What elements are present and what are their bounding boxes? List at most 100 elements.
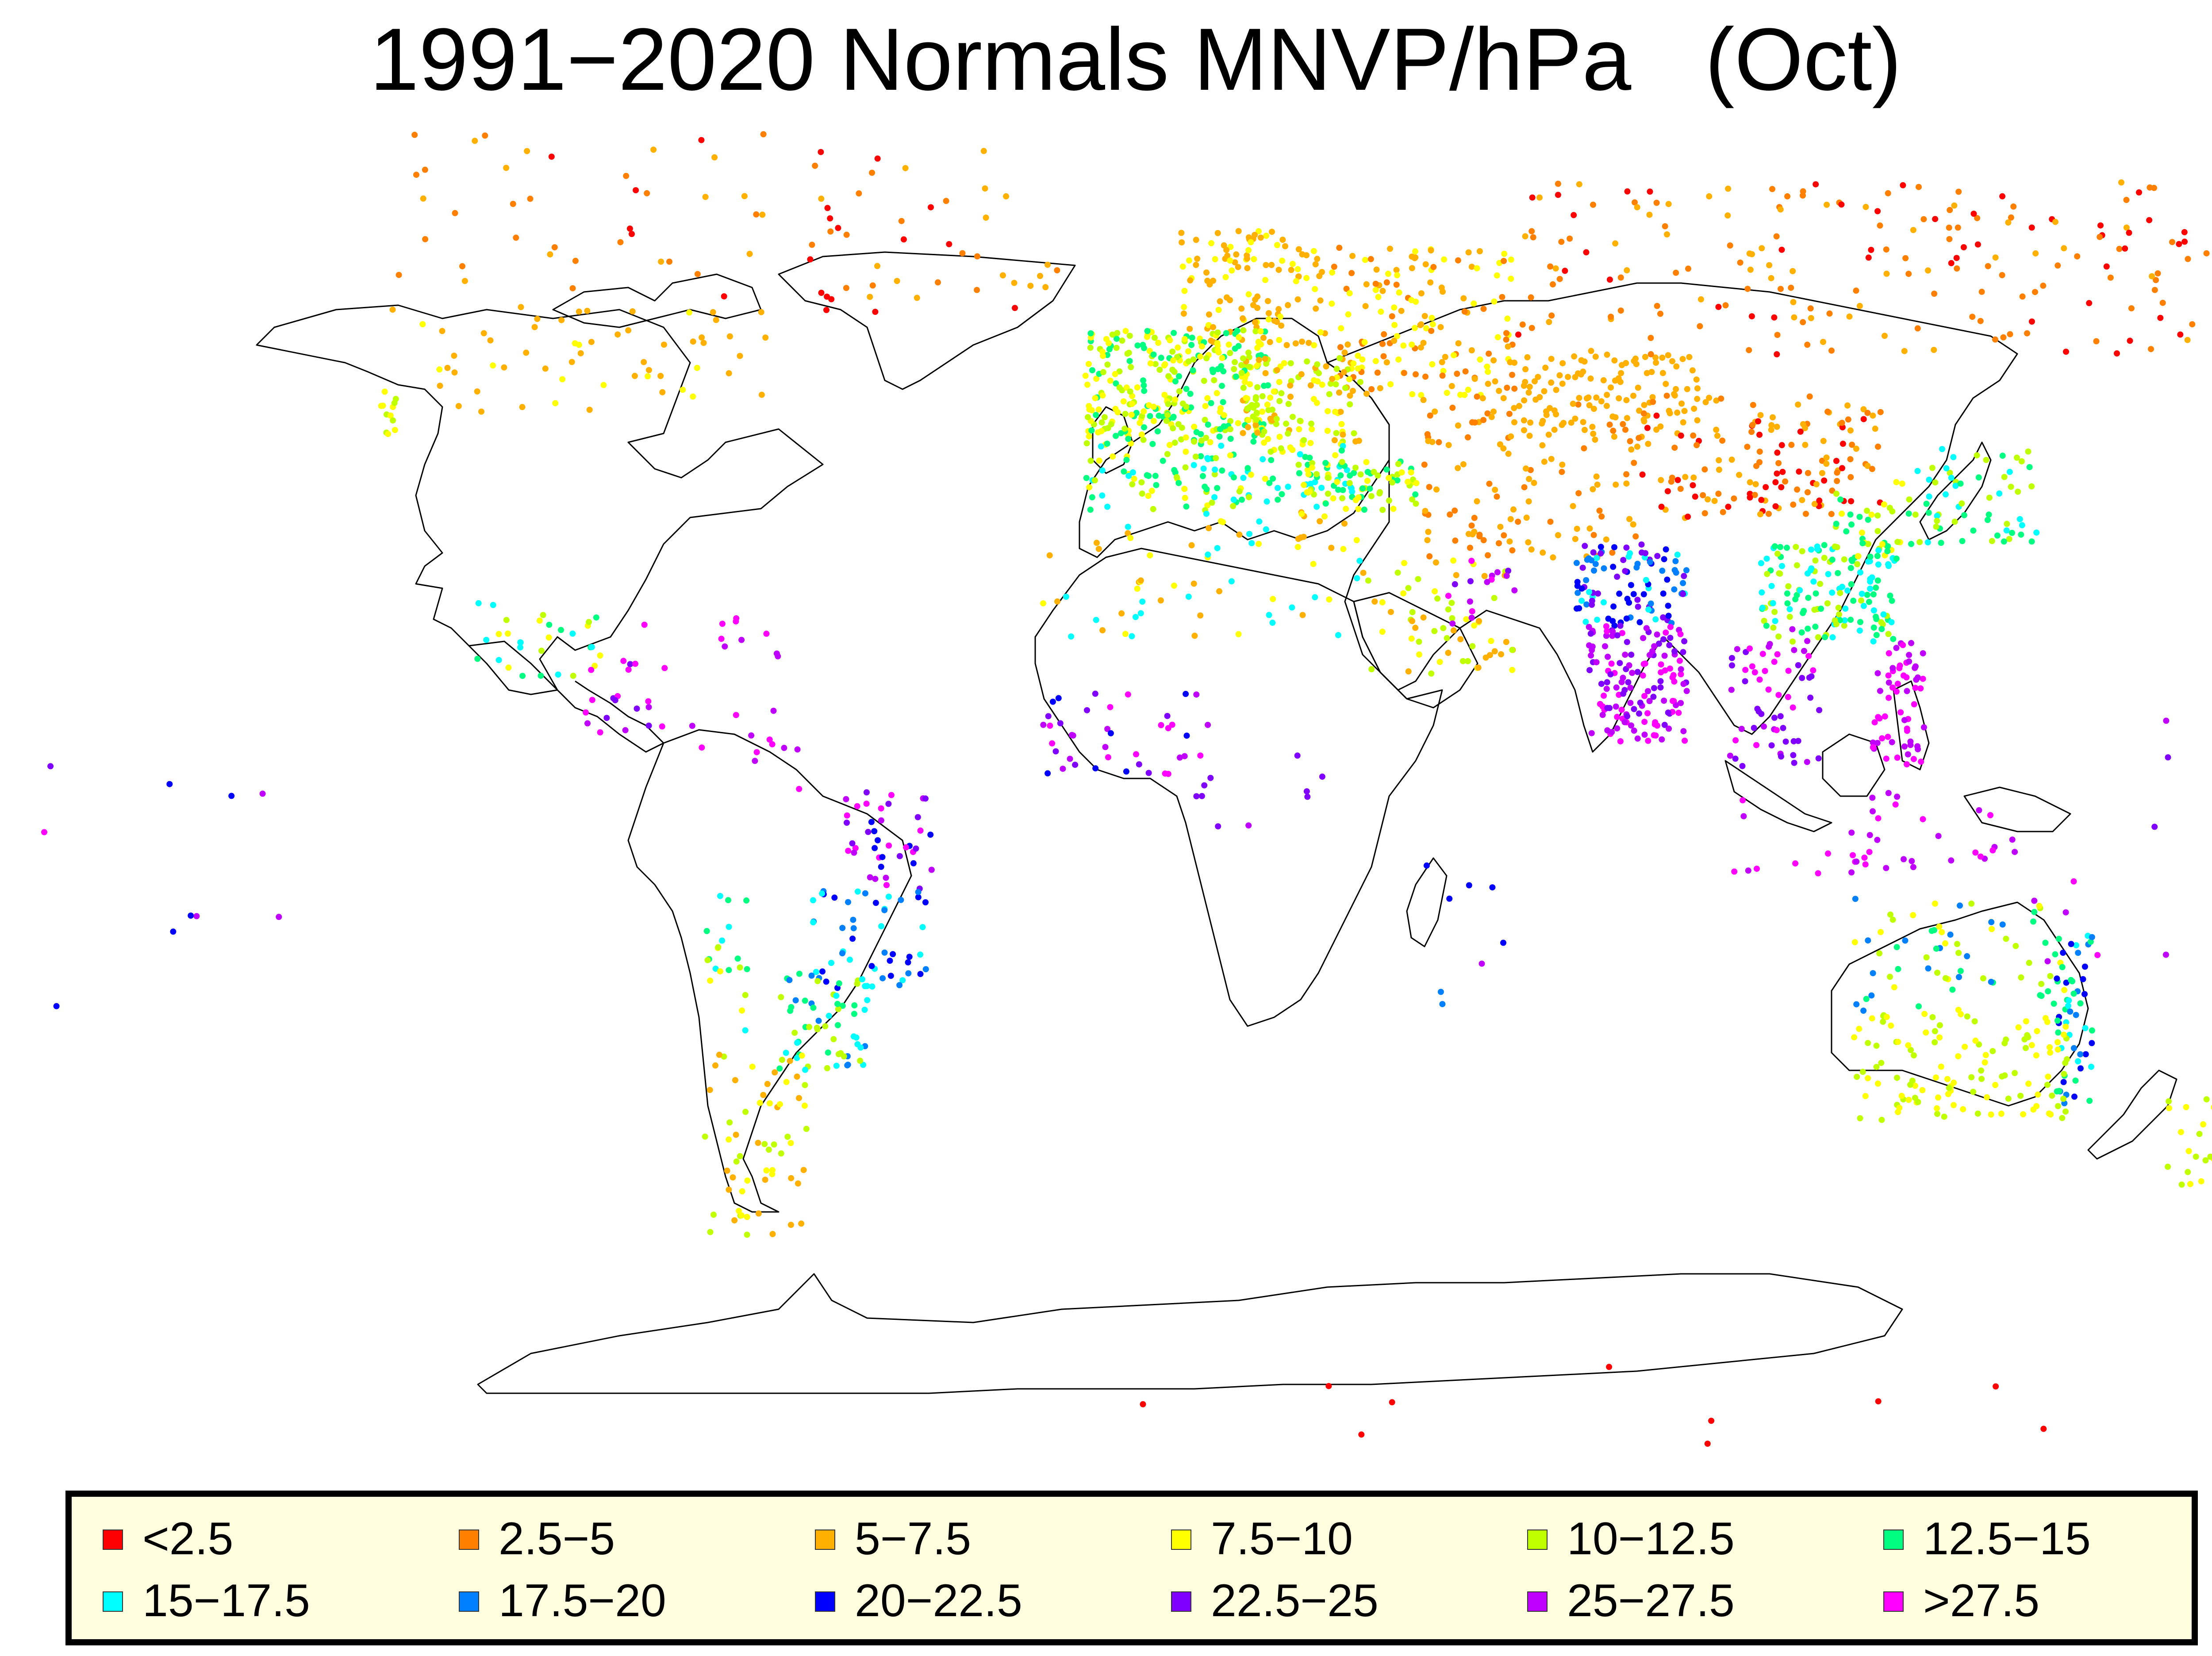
station-point — [1253, 417, 1260, 423]
station-point — [490, 362, 496, 369]
station-point — [1107, 704, 1114, 710]
station-point — [1680, 591, 1686, 597]
station-point — [1269, 229, 1275, 235]
station-point — [1583, 395, 1590, 402]
station-point — [1620, 675, 1626, 681]
station-point — [1960, 1106, 1966, 1112]
station-point — [1396, 289, 1402, 296]
station-point — [1889, 684, 1896, 691]
station-point — [1893, 479, 1900, 485]
station-point — [1868, 247, 1874, 253]
station-point — [1777, 544, 1784, 550]
station-point — [1171, 330, 1177, 336]
antarctica-outline — [477, 1273, 1903, 1394]
station-point — [658, 258, 664, 265]
station-point — [1126, 358, 1133, 364]
station-point — [1413, 500, 1419, 507]
station-point — [1303, 788, 1310, 795]
station-point — [572, 340, 578, 347]
station-point — [1377, 385, 1383, 391]
station-point — [1948, 260, 1955, 266]
station-point — [1825, 571, 1832, 577]
station-point — [1395, 461, 1402, 467]
station-point — [1217, 426, 1223, 433]
station-point — [1208, 400, 1214, 406]
station-point — [1191, 438, 1197, 445]
station-point — [776, 1101, 783, 1108]
station-point — [2005, 219, 2012, 226]
station-point — [1147, 552, 1153, 559]
station-point — [1375, 472, 1381, 479]
station-point — [715, 944, 722, 951]
station-point — [2040, 282, 2047, 289]
station-point — [1372, 358, 1379, 364]
arctic-islands-outline — [552, 273, 762, 328]
station-point — [1449, 404, 1456, 411]
station-point — [2022, 1045, 2029, 1051]
station-point — [1955, 188, 1962, 195]
station-point — [1957, 480, 1964, 487]
station-point — [1274, 242, 1280, 248]
station-point — [1270, 475, 1276, 482]
station-point — [1624, 713, 1631, 720]
station-point — [1309, 460, 1315, 467]
station-point — [711, 154, 718, 161]
station-point — [872, 876, 879, 882]
station-point — [974, 253, 980, 260]
station-point — [1057, 720, 1064, 727]
station-point — [1431, 628, 1438, 634]
station-point — [769, 1167, 776, 1173]
station-point — [1460, 295, 1467, 302]
station-point — [1847, 511, 1854, 518]
station-point — [1139, 491, 1145, 497]
station-point — [1883, 246, 1889, 253]
station-point — [1677, 486, 1684, 492]
station-point — [1617, 622, 1624, 629]
station-point — [1408, 635, 1415, 642]
station-point — [2061, 1031, 2067, 1038]
station-point — [1250, 404, 1257, 411]
station-point — [422, 236, 429, 242]
station-point — [1235, 343, 1242, 349]
station-point — [1591, 567, 1597, 574]
station-point — [1906, 496, 1912, 503]
station-point — [722, 643, 728, 650]
station-point — [849, 840, 856, 847]
station-point — [739, 1188, 745, 1195]
station-point — [1309, 426, 1315, 433]
station-point — [1641, 732, 1648, 738]
station-point — [1283, 420, 1290, 427]
station-point — [1808, 315, 1814, 322]
station-point — [814, 978, 821, 985]
station-point — [1936, 1034, 1943, 1041]
station-point — [1221, 412, 1227, 418]
station-point — [1999, 272, 2005, 278]
station-point — [1273, 416, 1280, 422]
station-point — [1650, 399, 1656, 405]
station-point — [1190, 367, 1196, 374]
legend-label: 10−12.5 — [1567, 1513, 1735, 1564]
station-point — [1572, 536, 1578, 542]
station-point — [1618, 370, 1624, 376]
station-point — [1813, 590, 1819, 597]
station-point — [1211, 471, 1218, 478]
station-point — [1258, 341, 1264, 348]
station-point — [1252, 296, 1259, 303]
station-point — [1934, 1105, 1940, 1112]
station-point — [881, 949, 888, 956]
station-point — [1623, 544, 1630, 551]
station-point — [2036, 903, 2043, 909]
station-point — [1844, 587, 1851, 594]
station-point — [2056, 1088, 2062, 1094]
station-point — [1179, 263, 1186, 270]
station-point — [1622, 652, 1628, 658]
station-point — [2013, 454, 2020, 461]
station-point — [766, 736, 773, 743]
station-point — [731, 1217, 738, 1223]
station-point — [1936, 924, 1943, 930]
station-point — [703, 928, 710, 934]
station-point — [1580, 419, 1586, 426]
station-point — [1853, 1001, 1860, 1008]
station-point — [1609, 729, 1615, 736]
station-point — [815, 1017, 822, 1024]
